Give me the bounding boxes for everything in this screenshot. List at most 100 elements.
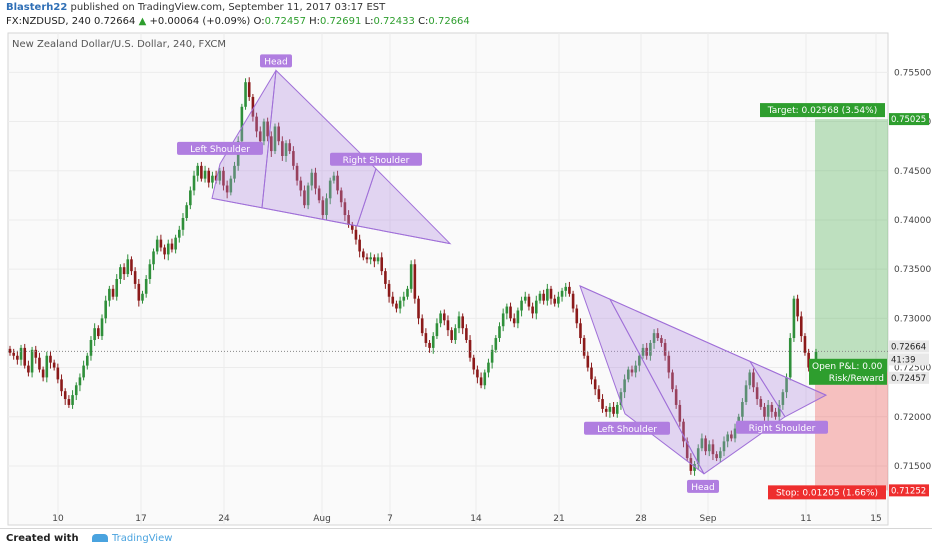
candle [667,350,671,379]
candle [373,254,376,268]
candle-body [284,143,288,156]
candle-body [137,283,141,301]
candle-body [89,340,93,356]
pattern-1-left-shoulder-label-text: Left Shoulder [190,145,250,155]
candle-body [225,185,229,193]
author-link[interactable]: Blasterh22 [6,2,68,13]
candle [310,168,314,191]
candle-body [108,288,111,301]
candle-body [494,338,498,350]
candle [549,285,553,305]
candle [115,274,119,301]
target-label-text: Target: 0.02568 (3.54%) [767,106,877,116]
candle [130,256,133,276]
candle-body [74,385,78,396]
candle-body [512,318,516,324]
candle-body [748,372,752,386]
candle-body [130,259,133,272]
candle-body [30,349,34,373]
candle-body [100,318,104,337]
candle-body [373,257,376,262]
candle [41,366,45,382]
candle-body [439,313,442,324]
candle-body [560,290,564,297]
candle [299,176,303,197]
candle [306,182,310,210]
tradingview-brand[interactable]: TradingView [92,533,172,544]
candle [152,248,155,271]
candle [27,360,30,377]
candle [601,394,604,413]
candle [362,248,365,261]
candle [627,366,630,383]
candle [82,360,85,381]
candle-body [442,313,446,321]
candle [490,344,494,369]
candle [218,167,222,185]
stop-price-badge: 0.71252 [889,484,929,497]
candle [645,342,649,360]
candle [170,238,174,253]
candle [284,140,288,162]
x-tick-label: 28 [635,514,647,524]
candle [608,402,612,418]
candle [560,287,564,302]
candle-body [719,451,722,459]
candle [406,285,409,300]
candle-body [207,170,211,183]
candle [12,348,15,360]
candle-body [807,352,810,368]
candle-body [501,313,505,327]
x-tick-label: 24 [218,514,230,524]
candle [233,161,236,183]
stop-price-badge-text: 0.71252 [891,486,926,496]
candle-body [693,463,696,471]
candle [446,315,450,337]
candle [472,354,476,375]
candle-body [258,131,262,142]
candle [314,167,317,195]
candle [137,279,141,307]
candle-body [792,298,796,339]
candle [262,118,266,146]
candle [74,382,78,401]
candle [192,170,196,196]
pattern-2-right-shoulder-label: Right Shoulder [736,420,828,434]
target-price-badge-bg [889,113,929,126]
candle [612,402,615,417]
candle-body [468,340,472,358]
candle-body [741,402,744,417]
candle-body [538,293,542,301]
candle-body [384,271,387,284]
candle [638,352,641,372]
candle [696,444,700,470]
candle-body [12,352,15,356]
candle-body [597,389,601,400]
x-tick-label: 17 [135,514,146,524]
last-price-badge-text: 0.72664 [891,342,926,352]
candle [207,167,211,188]
candle [542,289,545,305]
candle [420,314,424,337]
candle [185,202,188,221]
candle [597,385,601,402]
candle [582,335,586,359]
symbol-line: FX:NZDUSD, 240 0.72664 ▲ +0.00064 (+0.09… [6,16,470,27]
candle-body [339,190,343,203]
candle-body [682,421,685,442]
footer: Created with TradingView [0,528,932,551]
candle-body [126,259,130,275]
y-tick-label: 0.75500 [894,68,931,78]
candle [678,400,682,427]
candle [281,136,284,161]
candle [332,171,336,184]
candle-body [365,257,369,260]
candle [468,335,472,362]
pattern-1-neckline [211,197,451,245]
candle-body [270,136,273,152]
candle-body [446,320,450,331]
candle [663,339,667,361]
candle-body [406,288,409,297]
price-chart[interactable]: 0.755000.750000.745000.740000.735000.730… [0,30,932,528]
candle [277,122,280,146]
